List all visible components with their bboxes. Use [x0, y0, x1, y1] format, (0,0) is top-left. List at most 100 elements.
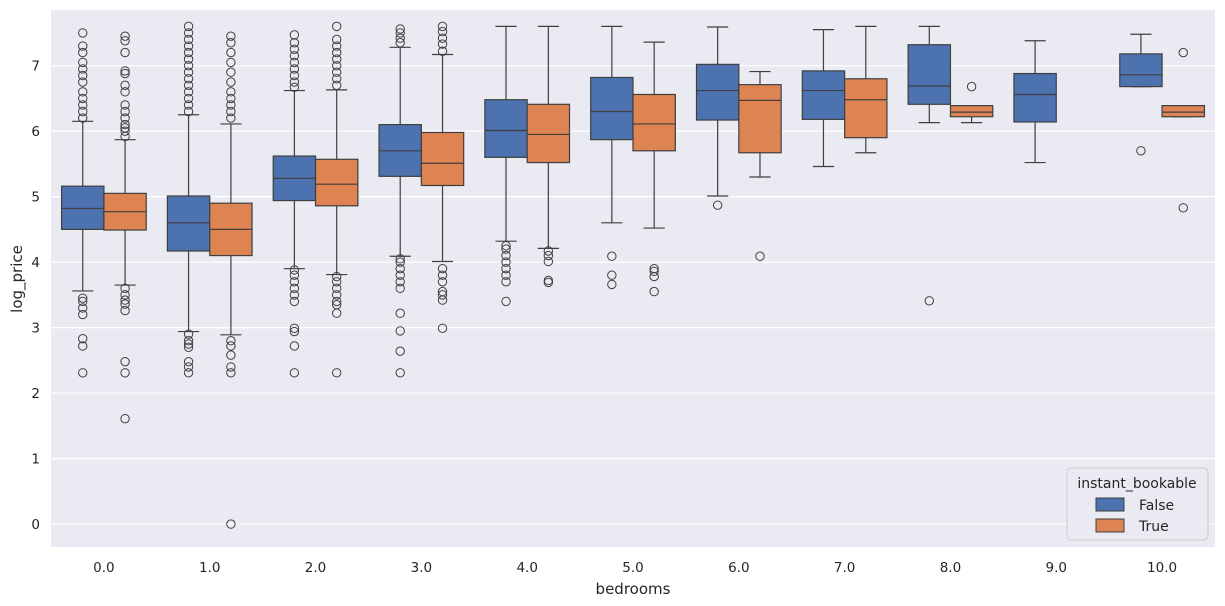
outlier-point — [437, 46, 448, 56]
outlier-point — [289, 51, 300, 61]
outlier-point — [226, 77, 236, 87]
outlier-point — [1178, 203, 1188, 213]
outlier-point — [226, 362, 236, 372]
y-axis-label: log_price — [8, 245, 27, 313]
outlier-point — [78, 87, 88, 97]
outlier-point — [183, 362, 194, 372]
outlier-point — [183, 87, 194, 97]
outlier-point — [183, 41, 194, 51]
outlier-point — [437, 323, 448, 333]
y-tick-label: 1 — [31, 452, 40, 468]
outlier-point — [78, 57, 88, 68]
box-group-false — [907, 25, 952, 306]
outlier-point — [120, 100, 130, 110]
outlier-point — [437, 270, 448, 280]
box-group-true — [314, 21, 359, 378]
outlier-point — [289, 277, 300, 287]
x-tick-label: 3.0 — [411, 560, 432, 576]
outlier-point — [395, 38, 405, 48]
outlier-point — [289, 283, 300, 294]
box-group-true — [632, 41, 676, 297]
outlier-point — [183, 336, 194, 346]
outlier-point — [332, 54, 342, 64]
outlier-point — [120, 295, 130, 305]
outlier-point — [183, 54, 194, 64]
legend-label-true: True — [1138, 519, 1169, 535]
outlier-point — [183, 21, 194, 32]
box-group-true — [738, 70, 782, 261]
outlier-point — [395, 257, 405, 267]
box-group-true — [420, 21, 465, 333]
outlier-point — [289, 44, 300, 54]
outlier-point — [78, 64, 88, 74]
legend-swatch-true — [1095, 518, 1125, 533]
box-group-false — [1119, 33, 1163, 156]
box-true — [844, 78, 888, 139]
outlier-point — [289, 38, 300, 48]
outlier-point — [120, 299, 130, 309]
box-true — [949, 105, 994, 118]
outlier-point — [120, 87, 130, 97]
y-tick-label: 5 — [31, 190, 40, 206]
outlier-point — [78, 70, 88, 81]
box-true — [632, 93, 676, 152]
outlier-point — [332, 60, 342, 71]
box-group-false — [484, 25, 528, 307]
outlier-point — [395, 24, 405, 34]
outlier-point — [78, 341, 88, 351]
y-tick-label: 2 — [31, 386, 40, 402]
outlier-point — [607, 279, 617, 290]
outlier-point — [120, 66, 130, 76]
outlier-point — [332, 296, 342, 307]
outlier-point — [501, 257, 511, 267]
outlier-point — [226, 113, 236, 123]
outlier-point — [395, 263, 405, 274]
outlier-point — [289, 64, 300, 74]
x-tick-label: 2.0 — [305, 560, 326, 576]
outlier-point — [649, 266, 659, 276]
x-tick-label: 4.0 — [516, 560, 537, 576]
outlier-point — [78, 47, 88, 58]
outlier-point — [120, 131, 130, 142]
box-true — [314, 158, 359, 207]
outlier-point — [1178, 47, 1188, 58]
x-axis-label: bedrooms — [596, 580, 671, 598]
outlier-point — [332, 277, 342, 287]
legend-label-false: False — [1139, 498, 1174, 514]
outlier-point — [183, 47, 194, 58]
outlier-point — [183, 100, 194, 110]
outlier-point — [78, 296, 88, 307]
outlier-point — [501, 250, 511, 261]
x-tick-label: 10.0 — [1147, 560, 1177, 576]
outlier-point — [332, 67, 342, 77]
outlier-point — [395, 277, 405, 287]
outlier-point — [712, 200, 723, 210]
outlier-point — [543, 256, 554, 267]
outlier-point — [78, 334, 88, 344]
outlier-point — [437, 26, 448, 37]
outlier-point — [78, 41, 88, 51]
outlier-point — [120, 31, 130, 41]
outlier-point — [120, 290, 130, 300]
x-tick-label: 6.0 — [728, 560, 749, 576]
outlier-point — [183, 106, 194, 117]
outlier-point — [543, 246, 554, 256]
outlier-point — [183, 339, 194, 349]
outlier-point — [78, 106, 88, 117]
y-tick-label: 7 — [31, 59, 40, 75]
outlier-point — [501, 277, 511, 287]
outlier-point — [289, 368, 300, 378]
outlier-point — [289, 326, 300, 337]
outlier-point — [120, 283, 130, 294]
outlier-point — [501, 270, 511, 280]
outlier-point — [395, 308, 405, 318]
outlier-point — [289, 290, 300, 300]
box-group-true — [526, 25, 571, 288]
box-false — [907, 44, 952, 105]
outlier-point — [120, 36, 130, 46]
outlier-point — [395, 33, 405, 43]
outlier-point — [649, 263, 659, 274]
outlier-point — [607, 251, 617, 261]
y-tick-labels: 0 1 2 3 4 5 6 7 — [31, 59, 40, 533]
